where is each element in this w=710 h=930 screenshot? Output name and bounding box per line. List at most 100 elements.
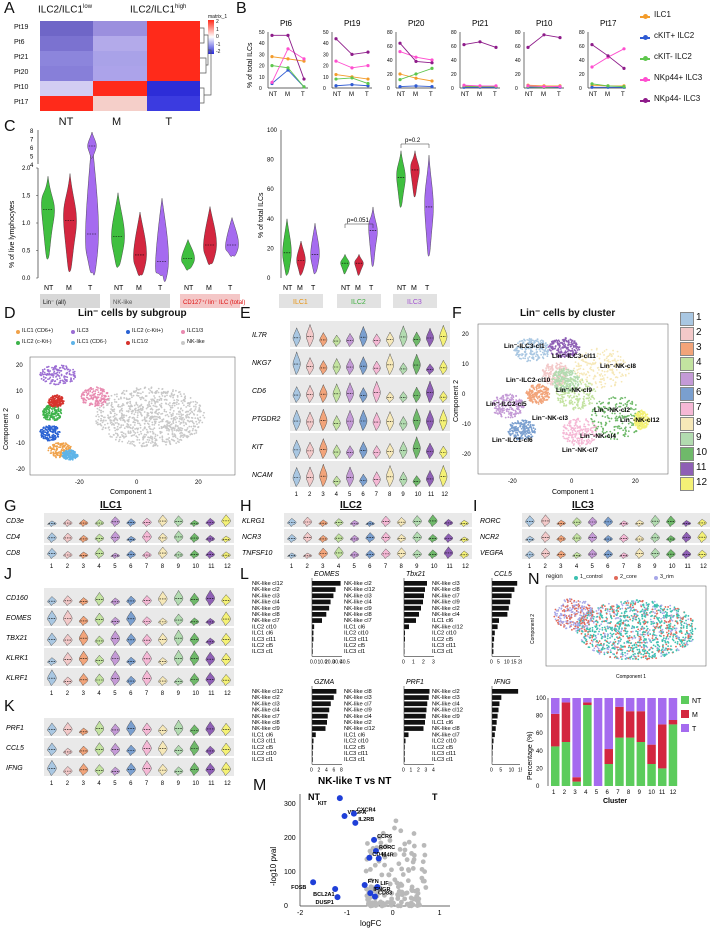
f-point [583, 439, 586, 442]
violin-xtick: 1 [295, 492, 299, 498]
f-point [529, 400, 532, 402]
f-point [587, 382, 590, 385]
c-left-xtick: NT [44, 285, 54, 292]
d-point-nk [176, 417, 179, 420]
f-point [556, 384, 559, 387]
d-point-nk [139, 411, 142, 414]
d-point-nk [163, 410, 166, 413]
d-point [64, 382, 67, 384]
f-point [579, 429, 582, 432]
f-point [574, 372, 577, 375]
b-point [430, 58, 434, 62]
f-point [567, 438, 569, 441]
d-point [92, 388, 94, 390]
f-point [519, 400, 522, 403]
d-point-nk [127, 440, 130, 443]
c-pval-ilc3: p=0.2 [405, 138, 421, 144]
f-point [629, 421, 632, 424]
d-point [51, 400, 54, 403]
f-point [613, 438, 616, 440]
d-ytick: 10 [16, 389, 23, 395]
f-point [636, 412, 639, 415]
d-point-nk [160, 402, 163, 405]
f-point [578, 437, 581, 440]
d-point [102, 388, 105, 391]
d-point [51, 408, 54, 410]
d-point-nk [186, 419, 189, 422]
f-point [609, 438, 612, 440]
f-point [494, 412, 497, 414]
f-point [562, 385, 564, 388]
f-point [567, 339, 570, 342]
panel-label-g: G [4, 498, 17, 515]
f-point [631, 408, 633, 410]
d-point-nk [152, 404, 155, 407]
d-point-nk [153, 418, 155, 421]
f-point [520, 427, 523, 430]
f-point [572, 438, 575, 441]
d-point [104, 401, 107, 404]
f-point [522, 432, 525, 435]
f-point [581, 373, 583, 375]
d-point [42, 379, 45, 382]
f-point [518, 408, 520, 411]
f-point [591, 410, 594, 413]
f-point [604, 421, 607, 424]
d-point-nk [147, 441, 150, 444]
d-point-nk [170, 392, 173, 395]
f-point [629, 413, 632, 416]
d-point [57, 416, 60, 419]
b-point [334, 72, 338, 77]
f-point [542, 346, 545, 348]
d-point-nk [156, 398, 159, 401]
d-point-nk [179, 432, 181, 435]
d-point-nk [110, 423, 113, 426]
f-point [563, 393, 565, 396]
f-point [602, 432, 605, 434]
b-point [414, 84, 418, 88]
d-point [63, 445, 65, 448]
f-point [569, 425, 571, 428]
f-point [622, 359, 625, 362]
d-point-nk [127, 432, 130, 434]
f-point [624, 396, 627, 399]
d-point-nk [165, 410, 168, 413]
f-point [501, 409, 503, 412]
d-point-nk [189, 402, 192, 404]
f-point [585, 361, 588, 364]
d-point-nk [139, 408, 142, 411]
violin-cell [399, 415, 408, 431]
f-point [548, 379, 551, 382]
d-point-nk [104, 426, 107, 429]
f-point [497, 405, 500, 408]
f-point [545, 367, 548, 370]
d-point-nk [131, 427, 134, 430]
d-point [46, 412, 48, 415]
f-point [600, 386, 603, 389]
f-point [517, 407, 519, 410]
d-point [55, 456, 57, 459]
f-point [562, 365, 564, 368]
f-point [559, 401, 562, 404]
f-point [622, 404, 625, 407]
d-point [61, 447, 64, 449]
f-point [547, 391, 549, 394]
d-point [87, 390, 90, 392]
f-point [521, 353, 523, 355]
f-point [545, 389, 548, 392]
f-point [527, 341, 530, 344]
f-point [582, 442, 585, 444]
f-point [578, 433, 581, 436]
f-point [531, 386, 534, 388]
panel-label-e: E [240, 305, 251, 322]
d-point-nk [156, 434, 159, 437]
d-point [52, 372, 55, 374]
panel-label-a: A [4, 0, 15, 17]
f-point [632, 423, 635, 425]
f-point [577, 441, 580, 443]
violin-cell [292, 351, 301, 375]
d-point-nk [136, 428, 139, 431]
d-point-nk [145, 428, 148, 431]
violin-gene-label: PTGDR2 [252, 416, 281, 423]
f-point [581, 402, 584, 404]
